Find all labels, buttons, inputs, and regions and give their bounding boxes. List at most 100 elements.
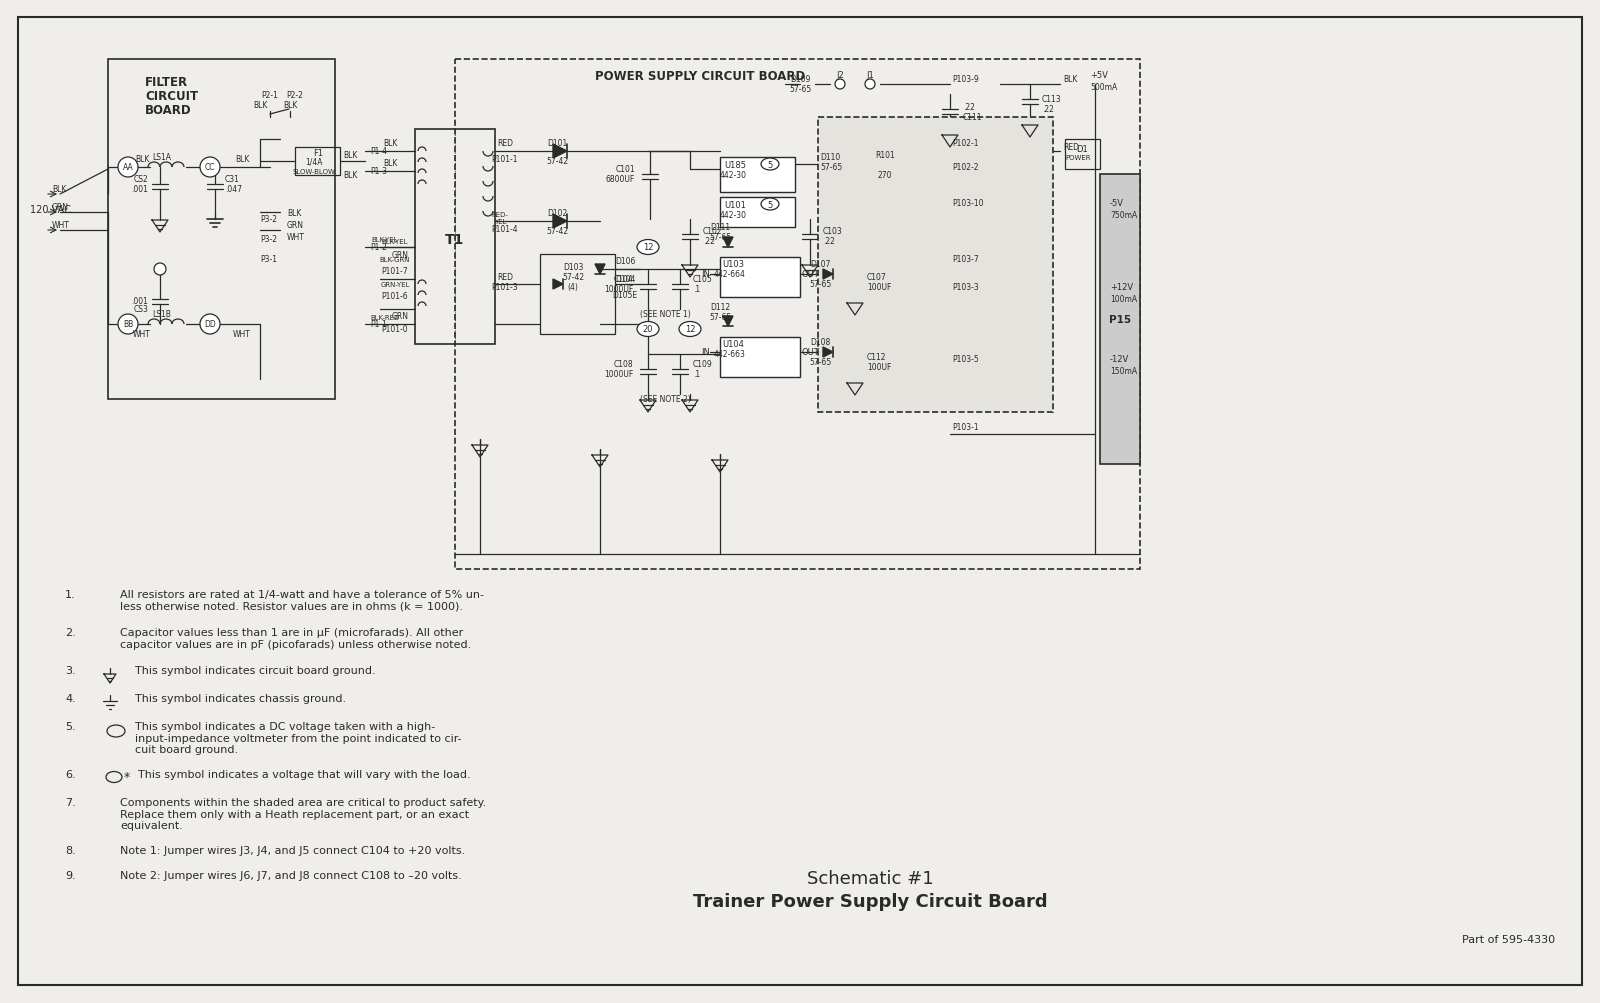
Circle shape xyxy=(200,157,221,178)
Text: 12: 12 xyxy=(685,325,696,334)
Text: P102-2: P102-2 xyxy=(952,163,979,173)
Text: 100UF: 100UF xyxy=(867,283,891,292)
Text: 57-65: 57-65 xyxy=(709,313,731,322)
Circle shape xyxy=(118,157,138,178)
Text: BLK-YEL: BLK-YEL xyxy=(371,237,398,243)
Text: POWER: POWER xyxy=(1066,154,1091,160)
Text: BLK: BLK xyxy=(286,209,301,218)
Text: D102: D102 xyxy=(547,209,566,218)
Text: P1-4: P1-4 xyxy=(370,147,387,156)
Text: SLOW-BLOW: SLOW-BLOW xyxy=(293,169,336,175)
Ellipse shape xyxy=(637,241,659,255)
Text: C31: C31 xyxy=(226,176,240,185)
Bar xyxy=(109,60,334,399)
Text: 5: 5 xyxy=(768,160,773,170)
Bar xyxy=(454,60,1139,570)
Text: J2: J2 xyxy=(837,70,843,79)
Text: C101: C101 xyxy=(616,165,635,175)
Text: .22: .22 xyxy=(702,238,715,247)
Bar xyxy=(720,198,795,228)
Text: P3-2: P3-2 xyxy=(259,216,277,225)
Text: 1.: 1. xyxy=(66,590,75,600)
Text: -12V: -12V xyxy=(1110,355,1130,364)
Text: Note 1: Jumper wires J3, J4, and J5 connect C104 to +20 volts.: Note 1: Jumper wires J3, J4, and J5 conn… xyxy=(120,846,466,856)
Text: BLK: BLK xyxy=(51,186,66,195)
Text: C113: C113 xyxy=(1042,95,1062,104)
Text: P1-2: P1-2 xyxy=(370,244,387,252)
Text: BLK-YEL: BLK-YEL xyxy=(382,239,408,245)
Text: D104: D104 xyxy=(614,275,635,284)
Text: 442-663: 442-663 xyxy=(714,350,746,359)
Text: -5V: -5V xyxy=(1110,199,1123,208)
Text: GRN-YEL: GRN-YEL xyxy=(381,282,410,288)
Text: Trainer Power Supply Circuit Board: Trainer Power Supply Circuit Board xyxy=(693,892,1048,910)
Text: P2-2: P2-2 xyxy=(286,90,304,99)
Text: 442-30: 442-30 xyxy=(720,171,747,180)
Text: 500mA: 500mA xyxy=(1090,82,1117,91)
Bar xyxy=(720,258,800,298)
Text: 120 VAC: 120 VAC xyxy=(30,205,70,215)
Text: P101-4: P101-4 xyxy=(491,226,518,235)
Circle shape xyxy=(154,264,166,276)
Bar xyxy=(720,338,800,377)
Text: D108: D108 xyxy=(810,338,830,347)
Text: U103: U103 xyxy=(722,260,744,269)
Text: This symbol indicates circuit board ground.: This symbol indicates circuit board grou… xyxy=(134,665,376,675)
Circle shape xyxy=(118,315,138,335)
Text: C102: C102 xyxy=(702,228,723,237)
Text: (SEE NOTE 2): (SEE NOTE 2) xyxy=(640,395,691,404)
Text: (SEE NOTE 1): (SEE NOTE 1) xyxy=(640,310,691,319)
Text: RED: RED xyxy=(498,138,514,147)
Text: LS1B: LS1B xyxy=(152,310,171,319)
Text: .1: .1 xyxy=(693,370,701,379)
Text: Components within the shaded area are critical to product safety.
Replace them o: Components within the shaded area are cr… xyxy=(120,797,486,830)
Bar xyxy=(818,118,1053,412)
Text: WHT: WHT xyxy=(51,222,70,231)
Text: 3.: 3. xyxy=(66,665,75,675)
Text: C107: C107 xyxy=(867,273,886,282)
Text: WHT: WHT xyxy=(234,330,251,339)
Text: 100UF: 100UF xyxy=(867,363,891,372)
Text: .1: .1 xyxy=(693,285,701,294)
Text: .001: .001 xyxy=(131,186,147,195)
Text: 6800UF: 6800UF xyxy=(606,176,635,185)
Text: D1: D1 xyxy=(1077,145,1088,154)
Text: U185: U185 xyxy=(723,160,746,170)
Text: .047: .047 xyxy=(226,186,242,195)
Text: P103-10: P103-10 xyxy=(952,199,984,208)
Text: P1-1: P1-1 xyxy=(370,320,387,329)
Text: Part of 595-4330: Part of 595-4330 xyxy=(1462,934,1555,944)
Text: BB: BB xyxy=(123,320,133,329)
Text: P3-1: P3-1 xyxy=(259,255,277,264)
Text: BLK: BLK xyxy=(134,155,149,164)
Text: 57-65: 57-65 xyxy=(819,163,842,173)
Text: P15: P15 xyxy=(1109,315,1131,325)
Text: U104: U104 xyxy=(722,340,744,349)
Text: OUT: OUT xyxy=(802,270,819,279)
Text: 12: 12 xyxy=(643,244,653,252)
Polygon shape xyxy=(554,215,566,229)
Polygon shape xyxy=(554,280,563,290)
Text: BLK: BLK xyxy=(342,171,357,180)
Text: T1: T1 xyxy=(445,233,464,247)
Text: P101-1: P101-1 xyxy=(491,155,518,164)
Text: C112: C112 xyxy=(867,353,886,362)
Text: P103-5: P103-5 xyxy=(952,355,979,364)
Text: LS1A: LS1A xyxy=(152,153,171,162)
Text: GRN: GRN xyxy=(392,251,408,259)
Text: 8.: 8. xyxy=(66,846,75,856)
Bar xyxy=(541,255,614,335)
Text: +12V: +12V xyxy=(1110,283,1133,292)
Text: .22: .22 xyxy=(963,103,974,112)
Text: CIRCUIT: CIRCUIT xyxy=(146,89,198,102)
Ellipse shape xyxy=(762,199,779,211)
Text: *: * xyxy=(125,770,130,783)
Bar xyxy=(414,129,494,345)
Text: D111: D111 xyxy=(710,224,730,233)
Text: C111: C111 xyxy=(963,113,982,122)
Text: D106: D106 xyxy=(614,257,635,266)
Text: .22: .22 xyxy=(1042,105,1054,114)
Text: This symbol indicates a voltage that will vary with the load.: This symbol indicates a voltage that wil… xyxy=(138,769,470,779)
Text: BLK: BLK xyxy=(382,138,397,147)
Text: P103-7: P103-7 xyxy=(952,255,979,264)
